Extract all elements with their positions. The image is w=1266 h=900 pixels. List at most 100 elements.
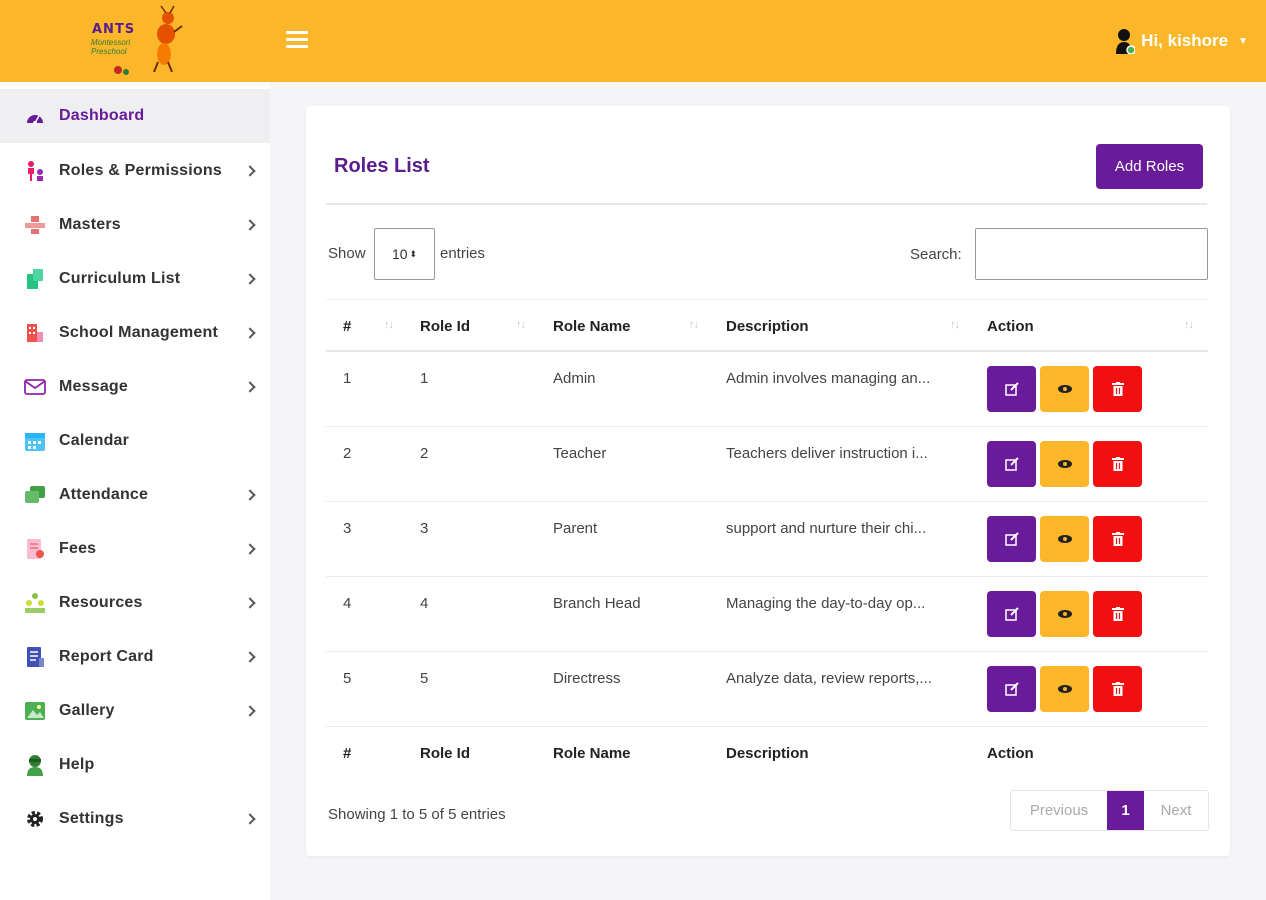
cell-role-id: 5 <box>420 670 429 687</box>
sidebar-item-attendance[interactable]: Attendance <box>0 468 270 522</box>
sidebar-item-report-card[interactable]: Report Card <box>0 630 270 684</box>
sidebar-item-gallery[interactable]: Gallery <box>0 684 270 738</box>
cell-role-id: 2 <box>420 445 429 462</box>
pagination: Previous 1 Next <box>1010 790 1209 831</box>
fees-icon <box>24 538 46 560</box>
sidebar: Dashboard Roles & Permissions Masters Cu… <box>0 82 270 900</box>
edit-button[interactable] <box>987 366 1036 412</box>
cell-description: Admin involves managing an... <box>726 370 931 387</box>
eye-icon <box>1057 385 1072 393</box>
previous-page-button[interactable]: Previous <box>1029 802 1089 819</box>
column-header[interactable]: Description <box>726 318 809 335</box>
search-label: Search: <box>910 246 962 263</box>
attendance-icon <box>24 484 46 506</box>
sidebar-item-dashboard[interactable]: Dashboard <box>0 89 270 143</box>
chevron-right-icon <box>244 327 256 339</box>
table-footer: # Role Id Role Name Description Action <box>326 727 1208 781</box>
sidebar-item-school-management[interactable]: School Management <box>0 306 270 360</box>
search-input[interactable] <box>975 228 1208 280</box>
view-button[interactable] <box>1040 516 1089 562</box>
sidebar-item-fees[interactable]: Fees <box>0 522 270 576</box>
sidebar-item-label: Help <box>59 756 95 773</box>
trash-icon <box>1111 607 1124 621</box>
top-bar: ANTS Montessori Preschool Hi, kishore ▼ <box>0 0 1266 82</box>
edit-button[interactable] <box>987 441 1036 487</box>
delete-button[interactable] <box>1093 666 1142 712</box>
sidebar-item-help[interactable]: Help <box>0 738 270 792</box>
next-page-button[interactable]: Next <box>1160 802 1192 819</box>
view-button[interactable] <box>1040 591 1089 637</box>
trash-icon <box>1111 682 1124 696</box>
sidebar-item-label: Resources <box>59 594 143 611</box>
table-row: 3 3 Parent support and nurture their chi… <box>326 502 1208 577</box>
menu-toggle-icon[interactable] <box>286 31 308 51</box>
column-header[interactable]: Role Id <box>420 318 471 335</box>
cell-num: 1 <box>343 370 352 387</box>
page-length-value: 10 <box>391 246 408 262</box>
curriculum-icon <box>24 268 46 290</box>
table-row: 2 2 Teacher Teachers deliver instruction… <box>326 427 1208 502</box>
cell-description: Analyze data, review reports,... <box>726 670 932 687</box>
edit-icon <box>1004 532 1019 546</box>
sidebar-item-curriculum-list[interactable]: Curriculum List <box>0 252 270 306</box>
edit-icon <box>1004 682 1019 696</box>
view-button[interactable] <box>1040 666 1089 712</box>
sidebar-item-calendar[interactable]: Calendar <box>0 414 270 468</box>
eye-icon <box>1057 535 1072 543</box>
report-card-icon <box>24 646 46 668</box>
page-length-select[interactable]: 10 ⬍ <box>374 228 435 280</box>
delete-button[interactable] <box>1093 441 1142 487</box>
logo-sub-line: Montessori <box>91 38 131 47</box>
table-info: Showing 1 to 5 of 5 entries <box>328 806 506 823</box>
edit-button[interactable] <box>987 591 1036 637</box>
chevron-right-icon <box>244 813 256 825</box>
help-icon <box>24 754 46 776</box>
sort-icon: ↑↓ <box>384 319 394 331</box>
view-button[interactable] <box>1040 366 1089 412</box>
page-1-button[interactable]: 1 <box>1107 791 1144 830</box>
caret-down-icon: ▼ <box>1238 35 1248 47</box>
cell-role-id: 4 <box>420 595 429 612</box>
sidebar-item-settings[interactable]: Settings <box>0 792 270 846</box>
delete-button[interactable] <box>1093 516 1142 562</box>
sidebar-item-resources[interactable]: Resources <box>0 576 270 630</box>
sidebar-item-label: Attendance <box>59 486 149 503</box>
table-row: 5 5 Directress Analyze data, review repo… <box>326 652 1208 727</box>
table-header: # ↑↓ Role Id ↑↓ Role Name ↑↓ Description… <box>326 299 1208 352</box>
table-row: 1 1 Admin Admin involves managing an... <box>326 352 1208 427</box>
gear-icon <box>24 808 46 830</box>
edit-button[interactable] <box>987 516 1036 562</box>
view-button[interactable] <box>1040 441 1089 487</box>
calendar-icon <box>24 430 46 452</box>
sidebar-item-masters[interactable]: Masters <box>0 198 270 252</box>
cell-description: support and nurture their chi... <box>726 520 927 537</box>
sidebar-item-label: Message <box>59 378 128 395</box>
sidebar-item-label: Masters <box>59 216 121 233</box>
edit-button[interactable] <box>987 666 1036 712</box>
sidebar-item-label: Roles & Permissions <box>59 162 222 179</box>
trash-icon <box>1111 457 1124 471</box>
chevron-right-icon <box>244 651 256 663</box>
add-roles-button[interactable]: Add Roles <box>1096 144 1203 189</box>
eye-icon <box>1057 610 1072 618</box>
sidebar-item-label: School Management <box>59 324 218 341</box>
column-header[interactable]: # <box>343 318 352 335</box>
user-menu[interactable]: Hi, kishore ▼ <box>1113 28 1248 55</box>
cell-role-name: Admin <box>553 370 596 387</box>
column-footer: Role Name <box>553 745 631 762</box>
school-icon <box>24 322 46 344</box>
gallery-icon <box>24 700 46 722</box>
sidebar-item-roles-permissions[interactable]: Roles & Permissions <box>0 144 270 198</box>
cell-num: 3 <box>343 520 352 537</box>
chevron-right-icon <box>244 219 256 231</box>
column-footer: Description <box>726 745 809 762</box>
logo-text: ANTS <box>92 22 136 37</box>
trash-icon <box>1111 532 1124 546</box>
cell-role-name: Branch Head <box>553 595 641 612</box>
sidebar-item-message[interactable]: Message <box>0 360 270 414</box>
column-header[interactable]: Role Name <box>553 318 631 335</box>
roles-card: Roles List Add Roles Show 10 ⬍ entries S… <box>306 106 1230 856</box>
delete-button[interactable] <box>1093 366 1142 412</box>
logo[interactable]: ANTS Montessori Preschool <box>88 4 188 78</box>
delete-button[interactable] <box>1093 591 1142 637</box>
